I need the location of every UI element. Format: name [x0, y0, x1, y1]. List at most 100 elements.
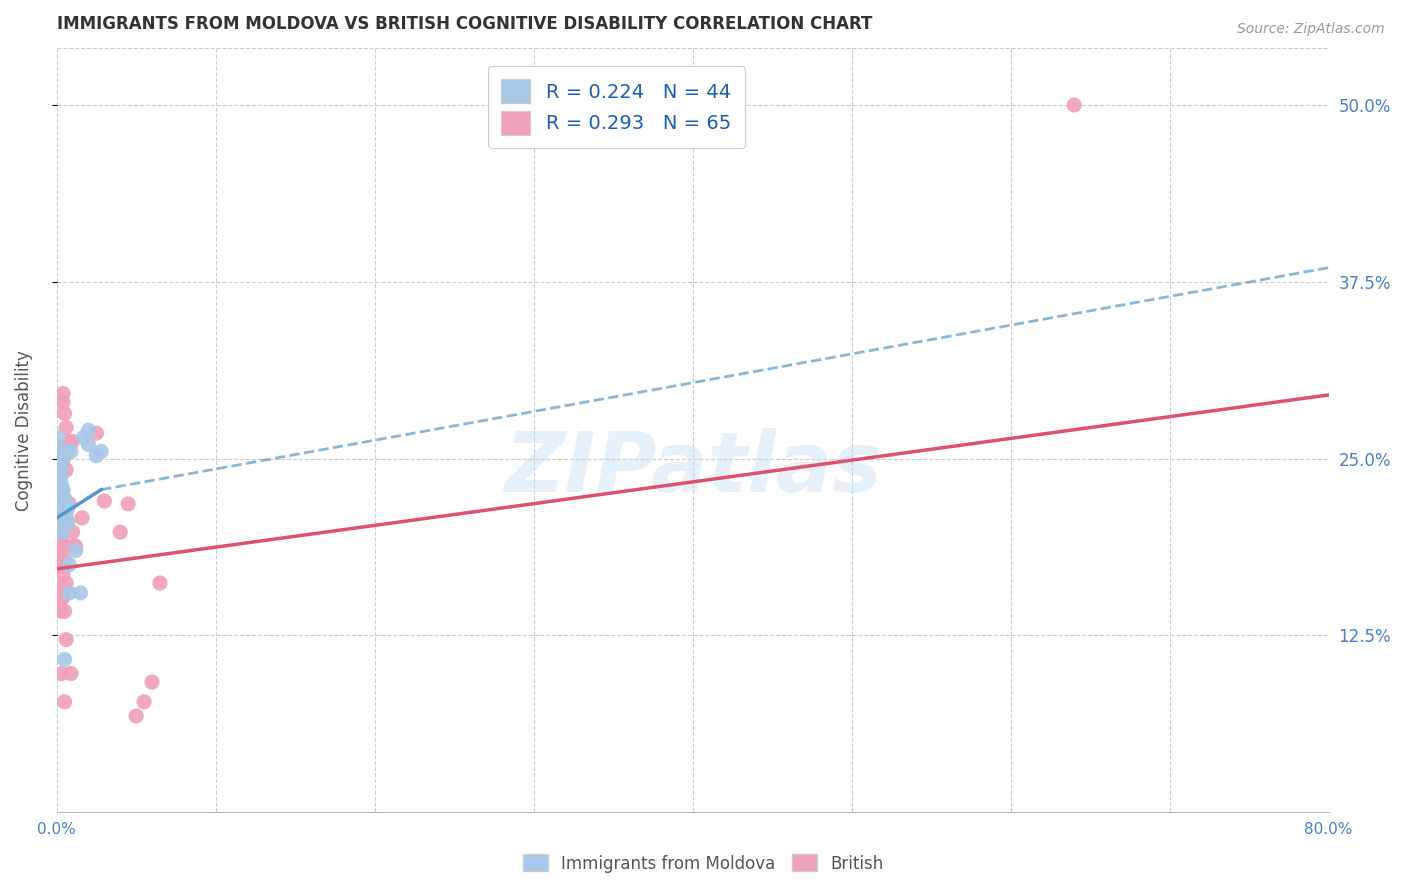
Point: [59, 444, 82, 458]
Point: [65, 543, 87, 558]
Point: [49, 533, 72, 548]
Point: [117, 497, 139, 511]
Point: [51, 525, 73, 540]
Point: [62, 525, 84, 540]
Point: [49, 515, 72, 529]
Point: [51, 529, 73, 543]
Point: [51, 508, 73, 523]
Point: [86, 426, 108, 441]
Point: [46, 548, 69, 562]
Point: [51, 666, 73, 681]
Point: [51, 508, 73, 523]
Point: [58, 558, 80, 572]
Point: [52, 511, 75, 525]
Point: [53, 511, 76, 525]
Point: [86, 449, 108, 463]
Point: [51, 454, 73, 468]
Point: [51, 483, 73, 497]
Point: [1063, 98, 1085, 112]
Point: [55, 576, 77, 591]
Point: [55, 420, 77, 434]
Point: [49, 491, 72, 505]
Point: [51, 468, 73, 483]
Point: [70, 511, 93, 525]
Point: [69, 586, 91, 600]
Point: [149, 576, 172, 591]
Point: [55, 632, 77, 647]
Point: [51, 440, 73, 454]
Point: [62, 434, 84, 449]
Text: Source: ZipAtlas.com: Source: ZipAtlas.com: [1237, 22, 1385, 37]
Point: [55, 497, 77, 511]
Point: [141, 675, 163, 690]
Point: [51, 477, 73, 491]
Point: [90, 444, 112, 458]
Point: [53, 604, 76, 618]
Point: [58, 586, 80, 600]
Point: [53, 652, 76, 666]
Point: [55, 497, 77, 511]
Point: [125, 709, 148, 723]
Point: [52, 508, 75, 523]
Point: [52, 483, 75, 497]
Point: [52, 567, 75, 582]
Point: [49, 508, 72, 523]
Point: [49, 522, 72, 536]
Point: [51, 536, 73, 550]
Point: [51, 515, 73, 529]
Point: [53, 511, 76, 525]
Y-axis label: Cognitive Disability: Cognitive Disability: [15, 350, 32, 511]
Point: [49, 444, 72, 458]
Point: [52, 590, 75, 604]
Point: [77, 423, 100, 437]
Point: [51, 522, 73, 536]
Point: [51, 461, 73, 475]
Point: [51, 582, 73, 596]
Point: [52, 440, 75, 454]
Point: [53, 406, 76, 420]
Point: [51, 497, 73, 511]
Point: [52, 497, 75, 511]
Point: [51, 491, 73, 505]
Point: [53, 582, 76, 596]
Point: [52, 386, 75, 401]
Point: [52, 539, 75, 553]
Point: [52, 525, 75, 540]
Point: [55, 539, 77, 553]
Point: [51, 501, 73, 516]
Point: [51, 522, 73, 536]
Point: [77, 437, 100, 451]
Point: [46, 536, 69, 550]
Point: [53, 505, 76, 519]
Point: [51, 463, 73, 477]
Text: ZIPatlas: ZIPatlas: [503, 428, 882, 509]
Point: [58, 497, 80, 511]
Point: [52, 515, 75, 529]
Point: [59, 666, 82, 681]
Text: IMMIGRANTS FROM MOLDOVA VS BRITISH COGNITIVE DISABILITY CORRELATION CHART: IMMIGRANTS FROM MOLDOVA VS BRITISH COGNI…: [56, 15, 872, 33]
Point: [52, 491, 75, 505]
Point: [56, 515, 79, 529]
Point: [49, 451, 72, 466]
Point: [52, 454, 75, 468]
Point: [53, 518, 76, 533]
Point: [56, 444, 79, 458]
Point: [49, 582, 72, 596]
Point: [52, 582, 75, 596]
Point: [52, 501, 75, 516]
Point: [110, 525, 132, 540]
Point: [49, 596, 72, 610]
Legend: R = 0.224   N = 44, R = 0.293   N = 65: R = 0.224 N = 44, R = 0.293 N = 65: [488, 66, 745, 148]
Point: [56, 501, 79, 516]
Point: [65, 539, 87, 553]
Point: [49, 501, 72, 516]
Point: [58, 434, 80, 449]
Point: [53, 440, 76, 454]
Point: [55, 463, 77, 477]
Point: [53, 497, 76, 511]
Point: [46, 430, 69, 444]
Point: [63, 539, 86, 553]
Point: [46, 522, 69, 536]
Point: [52, 395, 75, 409]
Point: [55, 515, 77, 529]
